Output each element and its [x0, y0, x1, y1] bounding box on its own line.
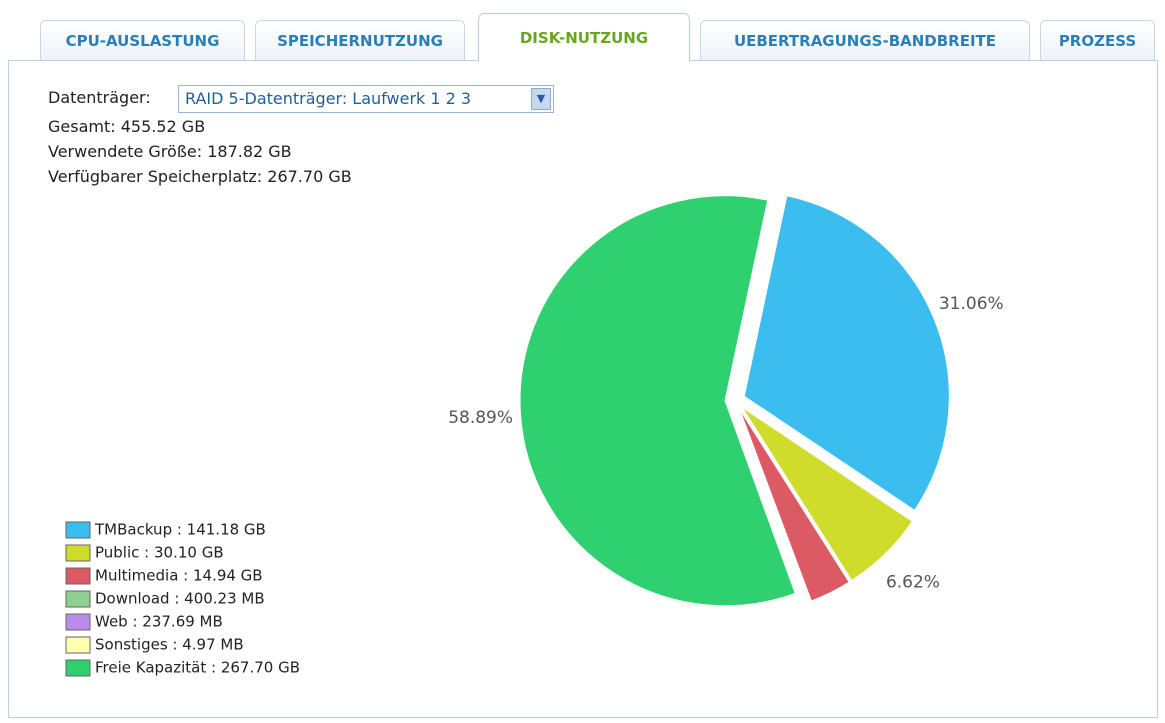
summary-line: Verwendete Größe: 187.82 GB	[48, 142, 292, 161]
tab[interactable]: PROZESS	[1040, 20, 1155, 60]
legend-swatch	[65, 544, 91, 562]
legend-swatch	[65, 636, 91, 654]
pie-slice	[519, 195, 796, 607]
legend-label: Freie Kapazität : 267.70 GB	[95, 659, 300, 677]
slice-label: 58.89%	[448, 408, 513, 428]
summary-line: Verfügbarer Speicherplatz: 267.70 GB	[48, 167, 352, 186]
tab[interactable]: SPEICHERNUTZUNG	[255, 20, 465, 60]
volume-selected: RAID 5-Datenträger: Laufwerk 1 2 3	[185, 89, 472, 108]
legend-label: Download : 400.23 MB	[95, 590, 265, 608]
pie-slice	[737, 409, 810, 603]
slice-label: 6.62%	[886, 573, 940, 593]
legend-swatch	[65, 590, 91, 608]
volume-label: Datenträger:	[48, 88, 151, 107]
legend-label: TMBackup : 141.18 GB	[94, 521, 266, 539]
tab-active[interactable]: DISK-NUTZUNG	[478, 13, 690, 62]
legend-label: Multimedia : 14.94 GB	[95, 567, 263, 585]
legend-label: Sonstiges : 4.97 MB	[95, 636, 244, 654]
legend-swatch	[65, 521, 91, 539]
legend-label: Web : 237.69 MB	[95, 613, 223, 631]
volume-select[interactable]: RAID 5-Datenträger: Laufwerk 1 2 3 ▼	[178, 85, 554, 113]
slice-label: 31.06%	[939, 294, 1004, 314]
summary-line: Gesamt: 455.52 GB	[48, 117, 206, 136]
dropdown-arrow[interactable]: ▼	[531, 88, 551, 110]
tab[interactable]: CPU-AUSLASTUNG	[40, 20, 245, 60]
legend-label: Public : 30.10 GB	[95, 544, 224, 562]
pie-slice	[741, 406, 913, 582]
legend-swatch	[65, 567, 91, 585]
tab[interactable]: UEBERTRAGUNGS-BANDBREITE	[700, 20, 1030, 60]
pie-slice	[738, 408, 850, 602]
legend-swatch	[65, 613, 91, 631]
legend-swatch	[65, 659, 91, 677]
pie-slice	[743, 195, 950, 512]
